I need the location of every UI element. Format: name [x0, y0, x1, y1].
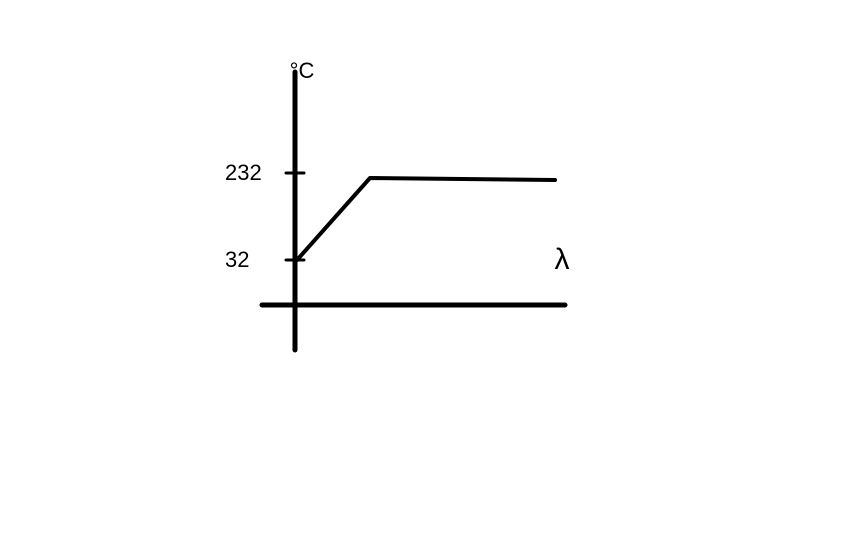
- chart-stage: °C λ 32 232: [0, 0, 864, 540]
- y-tick-label-232: 232: [225, 160, 262, 186]
- line-chart: [0, 0, 864, 540]
- y-axis-label: °C: [290, 58, 315, 84]
- y-tick-label-32: 32: [225, 247, 249, 273]
- x-axis-label: λ: [555, 243, 570, 277]
